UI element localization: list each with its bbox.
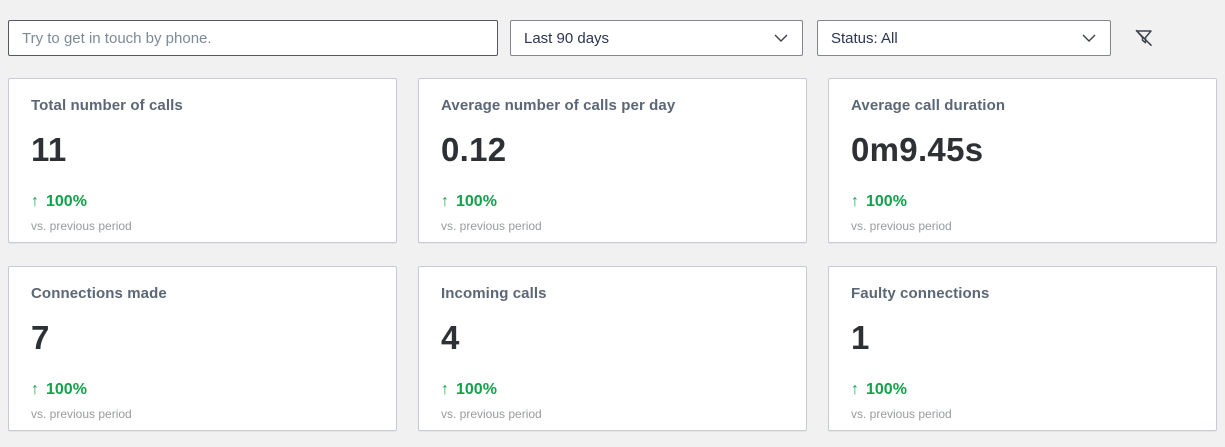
arrow-up-icon: ↑: [441, 381, 449, 398]
stat-card-faulty-connections: Faulty connections 1 ↑ 100% vs. previous…: [828, 266, 1217, 431]
stat-card-connections-made: Connections made 7 ↑ 100% vs. previous p…: [8, 266, 397, 431]
stat-card-caption: vs. previous period: [851, 407, 952, 421]
status-select[interactable]: Status: All: [817, 20, 1111, 56]
stat-card-avg-call-duration: Average call duration 0m9.45s ↑ 100% vs.…: [828, 78, 1217, 243]
stat-card-title: Average number of calls per day: [441, 97, 676, 114]
stat-card-caption: vs. previous period: [31, 407, 132, 421]
arrow-up-icon: ↑: [31, 193, 39, 210]
arrow-up-icon: ↑: [851, 381, 859, 398]
stat-card-delta: ↑ 100%: [441, 193, 784, 211]
stat-card-delta-value: 100%: [866, 193, 907, 210]
stat-card-delta: ↑ 100%: [851, 193, 1194, 211]
filters-toolbar: Last 90 days Status: All: [0, 0, 1225, 56]
stat-card-delta-value: 100%: [866, 381, 907, 398]
arrow-up-icon: ↑: [31, 381, 39, 398]
stats-grid: Total number of calls 11 ↑ 100% vs. prev…: [0, 78, 1225, 431]
stat-card-delta-value: 100%: [46, 381, 87, 398]
stat-card-delta-value: 100%: [456, 193, 497, 210]
stat-card-title: Incoming calls: [441, 285, 547, 302]
stat-card-delta-value: 100%: [456, 381, 497, 398]
stat-card-caption: vs. previous period: [441, 219, 542, 233]
chevron-down-icon: [774, 34, 788, 42]
stat-card-value: 0m9.45s: [851, 131, 984, 168]
arrow-up-icon: ↑: [441, 193, 449, 210]
stat-card-delta: ↑ 100%: [441, 381, 784, 399]
period-select[interactable]: Last 90 days: [510, 20, 803, 56]
stat-card-title: Total number of calls: [31, 97, 183, 114]
stat-card-value: 0.12: [441, 131, 507, 168]
stat-card-avg-calls-per-day: Average number of calls per day 0.12 ↑ 1…: [418, 78, 807, 243]
stat-card-caption: vs. previous period: [851, 219, 952, 233]
status-select-value: Status: All: [831, 29, 898, 47]
arrow-up-icon: ↑: [851, 193, 859, 210]
stat-card-delta: ↑ 100%: [851, 381, 1194, 399]
stat-card-caption: vs. previous period: [31, 219, 132, 233]
filter-off-icon: [1135, 29, 1153, 47]
stat-card-total-calls: Total number of calls 11 ↑ 100% vs. prev…: [8, 78, 397, 243]
stat-card-title: Faulty connections: [851, 285, 990, 302]
search-input[interactable]: [8, 20, 498, 56]
chevron-down-icon: [1082, 34, 1096, 42]
stat-card-title: Average call duration: [851, 97, 1006, 114]
stat-card-value: 4: [441, 319, 460, 356]
stat-card-incoming-calls: Incoming calls 4 ↑ 100% vs. previous per…: [418, 266, 807, 431]
clear-filters-button[interactable]: [1129, 23, 1159, 53]
stat-card-delta: ↑ 100%: [31, 381, 374, 399]
period-select-value: Last 90 days: [524, 29, 610, 47]
stat-card-value: 7: [31, 319, 50, 356]
stat-card-caption: vs. previous period: [441, 407, 542, 421]
stat-card-delta-value: 100%: [46, 193, 87, 210]
stat-card-delta: ↑ 100%: [31, 193, 374, 211]
stat-card-value: 11: [31, 131, 67, 168]
stat-card-title: Connections made: [31, 285, 167, 302]
stat-card-value: 1: [851, 319, 870, 356]
